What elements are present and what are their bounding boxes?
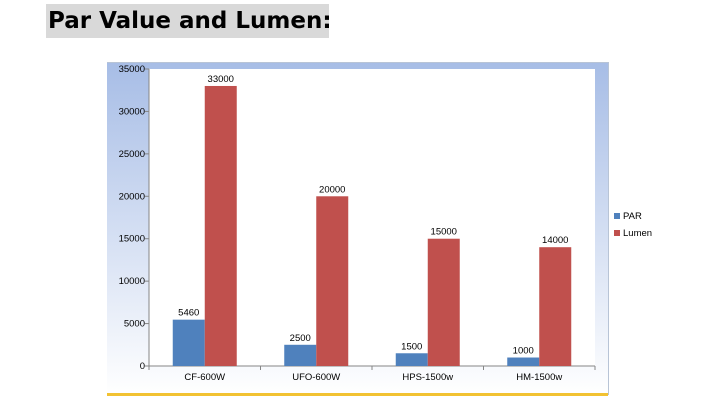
y-tick-label: 20000	[119, 191, 145, 202]
x-tick-label: CF-600W	[184, 372, 225, 383]
y-tick-label: 10000	[119, 276, 145, 287]
legend-swatch-lumen	[614, 230, 620, 236]
data-label-par: 5460	[178, 308, 199, 319]
data-label-par: 1000	[513, 346, 534, 357]
y-tick-label: 30000	[119, 106, 145, 117]
bar-lumen	[539, 247, 572, 366]
legend-swatch-par	[614, 213, 620, 219]
gold-bottom-border	[107, 393, 608, 396]
bars	[172, 85, 572, 366]
data-label-par: 1500	[401, 341, 422, 352]
y-tick-label: 15000	[119, 234, 145, 245]
legend-label-par: PAR	[623, 211, 642, 222]
data-labels: 5460 33000 2500 20000 1500 15000 1000 14000	[178, 74, 568, 357]
bar-par	[172, 319, 205, 366]
y-tick-label: 35000	[119, 64, 145, 75]
y-axis-ticks: 0 5000 10000 15000 20000 25000 30000 35000	[119, 64, 149, 372]
bar-par	[284, 344, 317, 366]
x-tick-label: HPS-1500w	[402, 372, 453, 383]
bar-par	[395, 353, 428, 366]
bar-par	[507, 357, 540, 366]
y-tick-label: 25000	[119, 149, 145, 160]
data-label-lumen: 33000	[208, 74, 234, 85]
data-label-lumen: 14000	[542, 235, 568, 246]
page-title: Par Value and Lumen:	[48, 8, 332, 34]
bar-lumen	[316, 196, 349, 366]
legend: PAR Lumen	[614, 211, 652, 239]
y-tick-label: 0	[140, 361, 145, 372]
heading-bar: Par Value and Lumen:	[46, 4, 332, 38]
y-tick-label: 5000	[124, 319, 145, 330]
chart-frame: 0 5000 10000 15000 20000 25000 30000 35000 5460…	[107, 62, 652, 396]
data-label-lumen: 15000	[431, 227, 457, 238]
bar-chart: 0 5000 10000 15000 20000 25000 30000 35000 5460…	[107, 63, 652, 396]
bar-lumen	[204, 85, 237, 366]
x-tick-label: UFO-600W	[292, 372, 340, 383]
legend-label-lumen: Lumen	[623, 228, 652, 239]
data-label-lumen: 20000	[319, 184, 345, 195]
data-label-par: 2500	[290, 333, 311, 344]
x-axis-ticks: CF-600W UFO-600W HPS-1500w HM-1500w	[148, 366, 596, 383]
x-tick-label: HM-1500w	[516, 372, 562, 383]
bar-lumen	[427, 238, 460, 366]
